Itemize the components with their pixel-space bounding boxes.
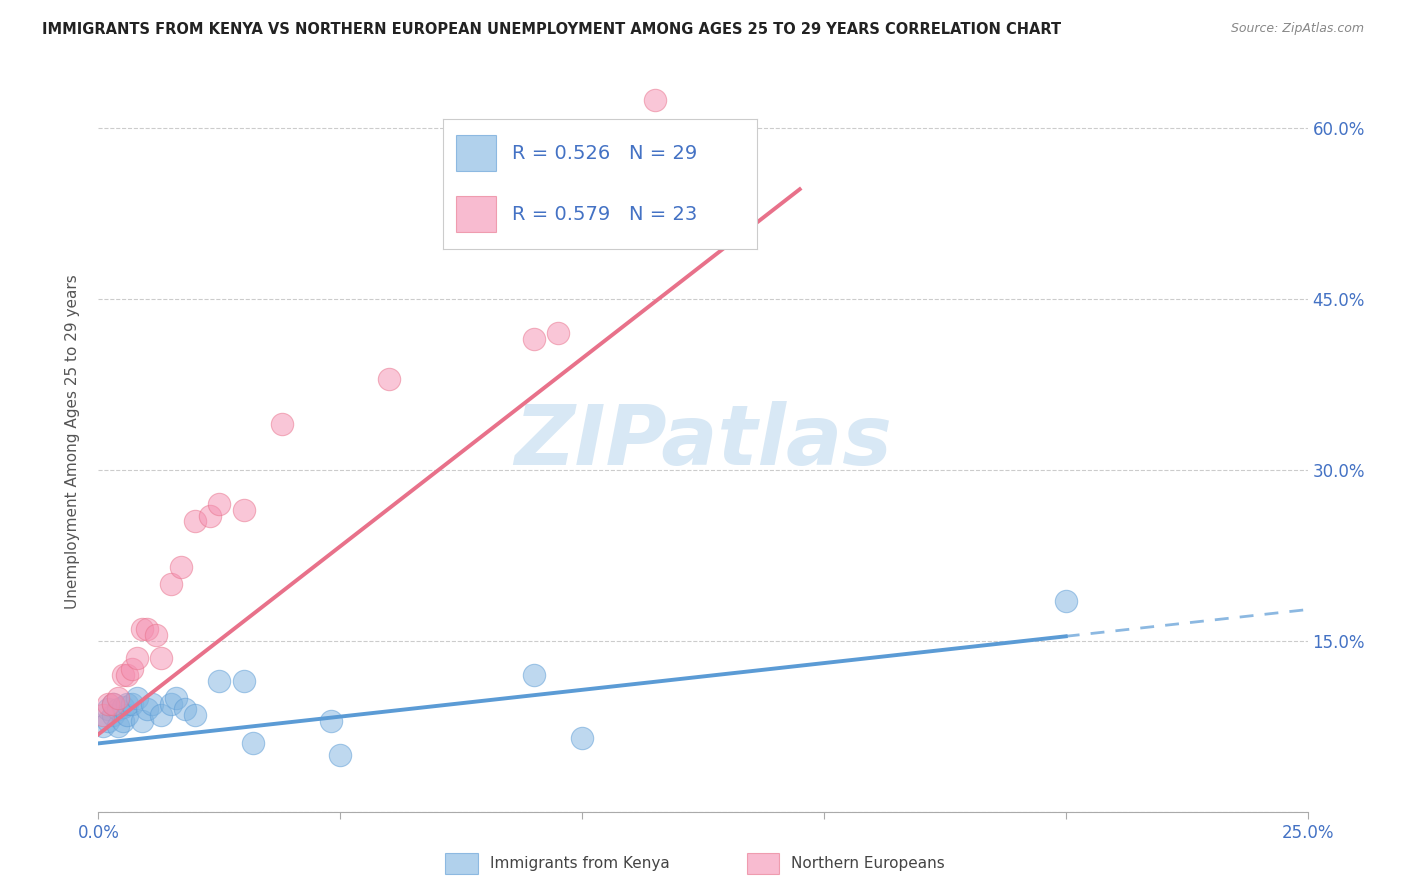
Text: Immigrants from Kenya: Immigrants from Kenya <box>489 855 669 871</box>
Point <box>91 719 114 733</box>
Point <box>107 702 129 716</box>
Point <box>184 514 207 528</box>
Point <box>150 651 173 665</box>
Point <box>111 714 134 728</box>
Point <box>111 700 134 714</box>
Point <box>160 577 183 591</box>
Text: IMMIGRANTS FROM KENYA VS NORTHERN EUROPEAN UNEMPLOYMENT AMONG AGES 25 TO 29 YEAR: IMMIGRANTS FROM KENYA VS NORTHERN EUROPE… <box>42 22 1062 37</box>
Point <box>111 668 134 682</box>
Point <box>547 326 569 341</box>
Point <box>117 668 139 682</box>
Point <box>97 697 120 711</box>
Text: Northern Europeans: Northern Europeans <box>790 855 945 871</box>
Point <box>232 673 254 688</box>
Point <box>523 668 546 682</box>
Point <box>184 707 207 722</box>
Point <box>271 417 294 432</box>
Point <box>107 719 129 733</box>
Point <box>242 736 264 750</box>
Point <box>127 690 149 705</box>
Point <box>208 497 231 511</box>
Point <box>135 623 157 637</box>
Point <box>107 690 129 705</box>
FancyBboxPatch shape <box>446 854 478 874</box>
Point <box>121 662 143 676</box>
Point <box>91 707 114 722</box>
Point <box>319 714 342 728</box>
Point <box>101 697 124 711</box>
Point <box>131 714 153 728</box>
Point <box>117 707 139 722</box>
Point <box>150 707 173 722</box>
Point <box>117 697 139 711</box>
Point <box>523 332 546 346</box>
Point <box>145 628 167 642</box>
Y-axis label: Unemployment Among Ages 25 to 29 years: Unemployment Among Ages 25 to 29 years <box>65 274 80 609</box>
Point <box>97 714 120 728</box>
Point <box>208 673 231 688</box>
Text: Source: ZipAtlas.com: Source: ZipAtlas.com <box>1230 22 1364 36</box>
Point <box>174 702 197 716</box>
Point <box>232 503 254 517</box>
Point <box>127 651 149 665</box>
Point <box>131 623 153 637</box>
Point <box>169 559 191 574</box>
Point <box>165 690 187 705</box>
Point <box>121 697 143 711</box>
Point <box>135 702 157 716</box>
Point <box>97 702 120 716</box>
FancyBboxPatch shape <box>747 854 779 874</box>
Point <box>1054 594 1077 608</box>
Point <box>141 697 163 711</box>
Text: ZIPatlas: ZIPatlas <box>515 401 891 482</box>
Point <box>377 372 399 386</box>
Point <box>101 707 124 722</box>
Point <box>198 508 221 523</box>
Point <box>571 731 593 745</box>
Point <box>644 93 666 107</box>
Point <box>160 697 183 711</box>
Point <box>101 697 124 711</box>
Point <box>329 747 352 762</box>
